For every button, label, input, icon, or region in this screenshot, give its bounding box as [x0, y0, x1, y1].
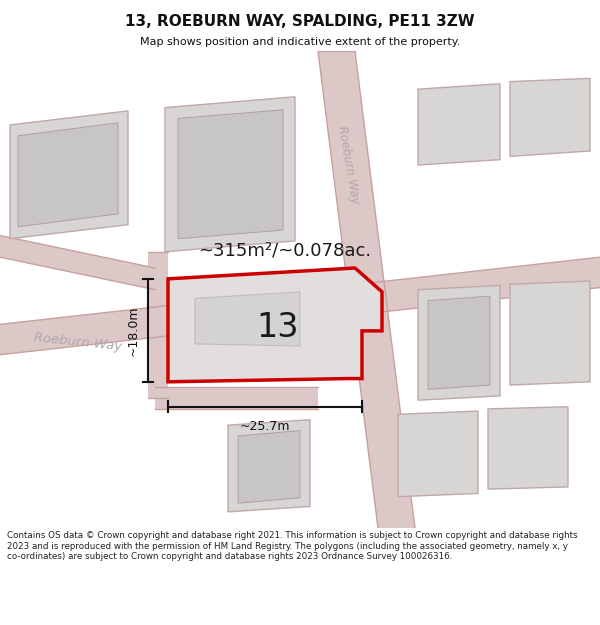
Polygon shape	[318, 51, 415, 528]
Polygon shape	[238, 431, 300, 503]
Polygon shape	[418, 286, 500, 400]
Text: ~18.0m: ~18.0m	[127, 305, 140, 356]
Polygon shape	[165, 97, 295, 252]
Polygon shape	[510, 78, 590, 156]
Text: Roeburn Way: Roeburn Way	[33, 331, 123, 353]
Polygon shape	[510, 281, 590, 385]
Text: ~315m²/~0.078ac.: ~315m²/~0.078ac.	[199, 241, 371, 259]
Text: Map shows position and indicative extent of the property.: Map shows position and indicative extent…	[140, 37, 460, 47]
Polygon shape	[418, 84, 500, 165]
Text: ~25.7m: ~25.7m	[240, 420, 290, 432]
Polygon shape	[0, 236, 155, 290]
Polygon shape	[18, 122, 118, 227]
Polygon shape	[0, 257, 600, 355]
Polygon shape	[398, 411, 478, 497]
Text: 13, ROEBURN WAY, SPALDING, PE11 3ZW: 13, ROEBURN WAY, SPALDING, PE11 3ZW	[125, 14, 475, 29]
Polygon shape	[148, 252, 168, 398]
Polygon shape	[428, 296, 490, 389]
Polygon shape	[228, 420, 310, 512]
Polygon shape	[10, 111, 128, 239]
Text: Contains OS data © Crown copyright and database right 2021. This information is : Contains OS data © Crown copyright and d…	[7, 531, 578, 561]
Polygon shape	[155, 388, 318, 409]
Polygon shape	[168, 268, 382, 382]
Text: 13: 13	[257, 311, 299, 344]
Text: Roeburn Way: Roeburn Way	[335, 125, 361, 205]
Polygon shape	[178, 110, 283, 239]
Polygon shape	[488, 407, 568, 489]
Polygon shape	[195, 292, 300, 346]
